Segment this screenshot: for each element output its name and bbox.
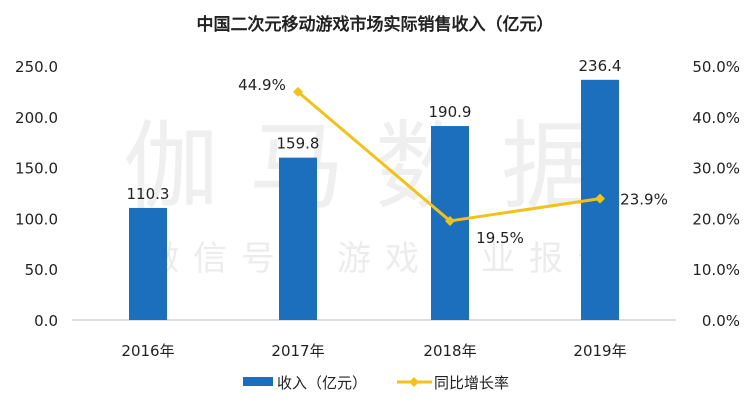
y-left-tick-label: 200.0	[15, 109, 58, 127]
watermark-sub: 微信号：游戏产业报告	[145, 239, 625, 279]
legend-bar-label: 收入（亿元）	[277, 374, 367, 392]
line-point-marker	[595, 193, 605, 204]
bar-data-label: 236.4	[579, 57, 622, 75]
y-right-tick-label: 40.0%	[692, 109, 740, 127]
line-data-label: 19.5%	[476, 229, 524, 247]
y-left-tick-label: 0.0	[34, 312, 58, 330]
x-tick-label: 2017年	[271, 342, 324, 360]
y-left-tick-label: 250.0	[15, 58, 58, 76]
line-point-marker	[445, 215, 455, 226]
bar-data-label: 110.3	[127, 185, 170, 203]
bar-data-label: 159.8	[277, 135, 320, 153]
y-right-tick-label: 0.0%	[702, 312, 740, 330]
watermark-main: 伽马数据	[123, 111, 627, 223]
chart-title: 中国二次元移动游戏市场实际销售收入（亿元）	[197, 14, 554, 35]
y-right-tick-label: 50.0%	[692, 58, 740, 76]
bar-data-label: 190.9	[429, 103, 472, 121]
x-tick-label: 2016年	[121, 342, 174, 360]
y-left-tick-label: 150.0	[15, 160, 58, 178]
legend-line-marker	[409, 377, 419, 387]
x-tick-label: 2019年	[573, 342, 626, 360]
line-data-label: 44.9%	[238, 76, 286, 94]
legend-line-label: 同比增长率	[434, 374, 509, 392]
y-right-tick-label: 20.0%	[692, 210, 740, 228]
y-left-tick-label: 100.0	[15, 210, 58, 228]
y-right-tick-label: 10.0%	[692, 261, 740, 279]
line-point-marker	[293, 86, 303, 97]
bar	[279, 157, 317, 320]
line-data-label: 23.9%	[620, 191, 668, 209]
y-left-tick-label: 50.0	[25, 261, 58, 279]
x-tick-label: 2018年	[423, 342, 476, 360]
y-right-tick-label: 30.0%	[692, 160, 740, 178]
legend-bar-swatch	[243, 377, 273, 386]
bar	[129, 207, 167, 320]
